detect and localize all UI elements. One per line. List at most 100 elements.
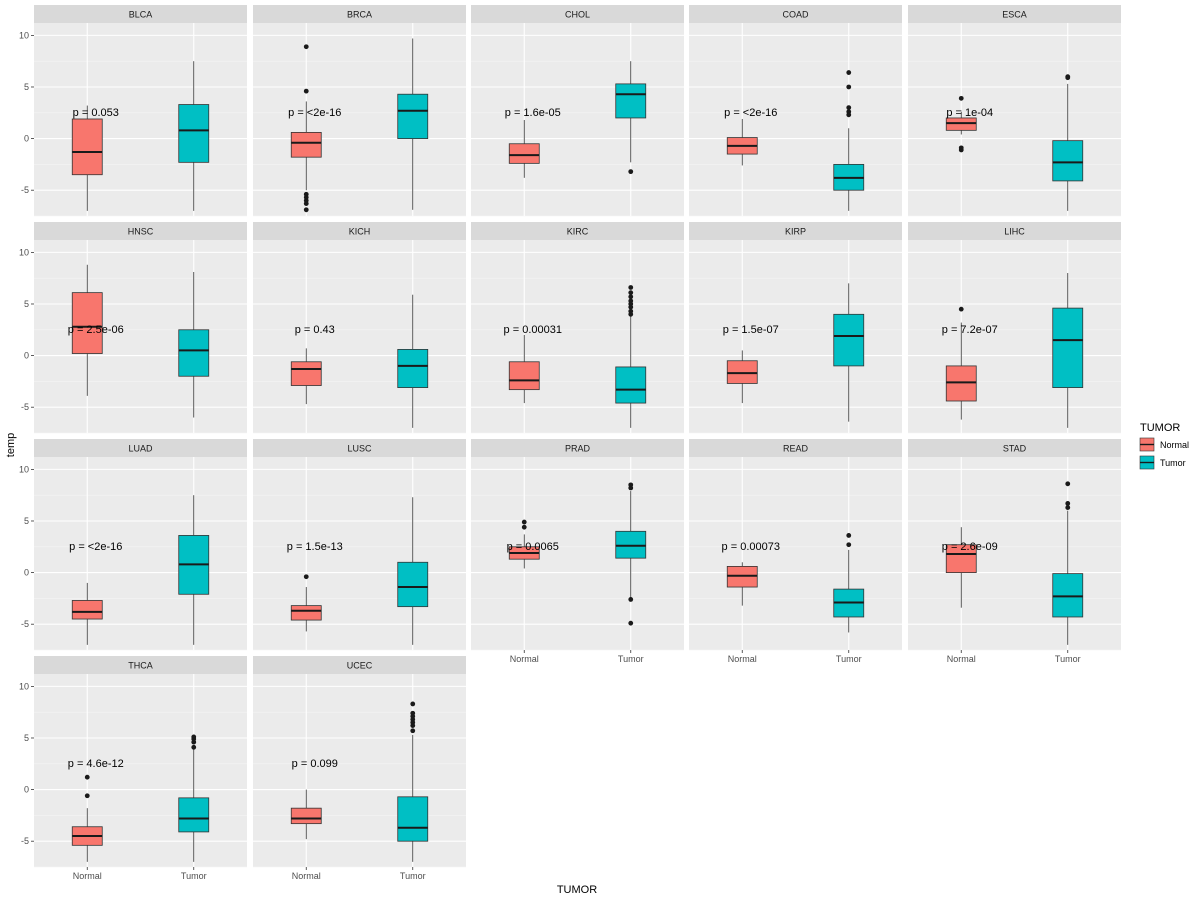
y-tick-label: -5 [21,185,29,195]
legend-label-normal: Normal [1160,440,1189,450]
p-value-stad: p = 2.6e-09 [942,541,998,553]
outlier-brca-normal [303,88,309,94]
x-tick-label: Normal [73,871,102,881]
box-lihc-tumor [1052,307,1084,388]
strip-label-lihc: LIHC [1004,227,1025,237]
panel-bg-luad [34,457,247,650]
strip-blca [34,5,247,23]
panel-bg-stad [908,457,1121,650]
box-stad-tumor [1052,573,1084,618]
strip-kich [253,222,466,240]
p-value-thca: p = 4.6e-12 [68,758,124,770]
panel-chol: CHOL p = 1.6e-05 [471,5,684,217]
panel-thca: THCA -5 0 5 10 Normal Tumor p = 4.6e-12 [19,656,247,881]
panel-bg-ucec [253,674,466,867]
box-stad-normal [945,544,977,573]
strip-label-coad: COAD [782,10,809,20]
box-kirc-tumor [615,366,647,404]
x-tick-label: Tumor [1055,654,1081,664]
strip-label-brca: BRCA [347,10,372,20]
strip-lihc [908,222,1121,240]
box-lihc-normal [945,365,977,402]
p-value-luad: p = <2e-16 [69,541,122,553]
panel-bg-esca [908,23,1121,216]
panel-hnsc: HNSC -5 0 5 10 p = 2.5e-06 [19,222,247,434]
outlier-kirc-tumor [628,290,634,296]
box-hnsc-normal [71,292,103,354]
y-tick-label: 10 [19,681,29,691]
strip-label-kirp: KIRP [785,227,806,237]
outlier-esca-normal [958,147,964,153]
y-tick-label: 0 [24,351,29,361]
panel-ucec: UCEC Normal Tumor p = 0.099 [253,656,466,881]
strip-stad [908,439,1121,457]
p-value-prad: p = 0.0065 [507,541,559,553]
outlier-kirc-tumor [628,285,634,290]
box-luad-normal [71,600,103,620]
box-kirp-tumor [833,313,865,367]
box-chol-tumor [615,83,647,119]
x-axis-title: TUMOR [557,884,597,896]
panel-bg-blca [34,23,247,216]
outlier-brca-normal [303,201,309,207]
outlier-prad-tumor [628,597,634,602]
strip-thca [34,656,247,674]
y-tick-label: -5 [21,619,29,629]
p-value-chol: p = 1.6e-05 [505,107,561,119]
y-tick-label: 0 [24,568,29,578]
outlier-ucec-tumor [410,723,416,729]
strip-label-thca: THCA [128,661,153,671]
panel-bg-read [689,457,902,650]
legend-title: TUMOR [1140,422,1180,434]
x-tick-label: Tumor [836,654,862,664]
panel-bg-kich [253,240,466,433]
strip-label-luad: LUAD [128,444,153,454]
panel-bg-kirp [689,240,902,433]
box-thca-tumor [178,797,210,833]
y-tick-label: 5 [24,733,29,743]
outlier-ucec-tumor [410,728,416,734]
y-tick-label: 10 [19,247,29,257]
y-axis-title: temp [5,433,17,457]
panel-bg-coad [689,23,902,216]
p-value-esca: p = 1e-04 [946,107,993,119]
strip-label-lusc: LUSC [347,444,372,454]
box-kich-tumor [397,349,429,388]
x-tick-label: Tumor [181,871,207,881]
panel-kirp: KIRP p = 1.5e-07 [689,222,902,434]
strip-label-prad: PRAD [565,444,591,454]
strip-label-blca: BLCA [129,10,153,20]
strip-label-ucec: UCEC [347,661,373,671]
outlier-prad-tumor [628,485,634,491]
outlier-thca-normal [84,774,90,780]
outlier-coad-tumor [846,112,852,118]
outlier-thca-tumor [191,744,197,750]
y-tick-label: 5 [24,299,29,309]
y-tick-label: -5 [21,402,29,412]
strip-label-chol: CHOL [565,10,590,20]
outlier-coad-tumor [846,84,852,90]
outlier-kirc-tumor [628,304,634,310]
box-read-normal [726,566,758,588]
box-esca-tumor [1052,140,1084,182]
y-tick-label: 5 [24,516,29,526]
panel-stad: STAD Normal Tumor p = 2.6e-09 [908,439,1121,664]
outlier-kirc-tumor [628,311,634,317]
p-value-kirp: p = 1.5e-07 [723,324,779,336]
outlier-stad-tumor [1065,481,1071,487]
strip-kirp [689,222,902,240]
panel-bg-kirc [471,240,684,433]
box-lusc-tumor [397,561,429,608]
panel-kich: KICH p = 0.43 [253,222,466,434]
box-lusc-normal [290,605,322,621]
outlier-chol-tumor [628,169,634,175]
panel-brca: BRCA p = <2e-16 [253,5,466,217]
box-kich-normal [290,361,322,386]
outlier-coad-tumor [846,105,852,111]
legend: TUMOR Normal Tumor [1139,422,1189,470]
outlier-thca-normal [84,793,90,799]
box-brca-tumor [397,93,429,139]
outlier-prad-tumor [628,620,634,626]
strip-brca [253,5,466,23]
